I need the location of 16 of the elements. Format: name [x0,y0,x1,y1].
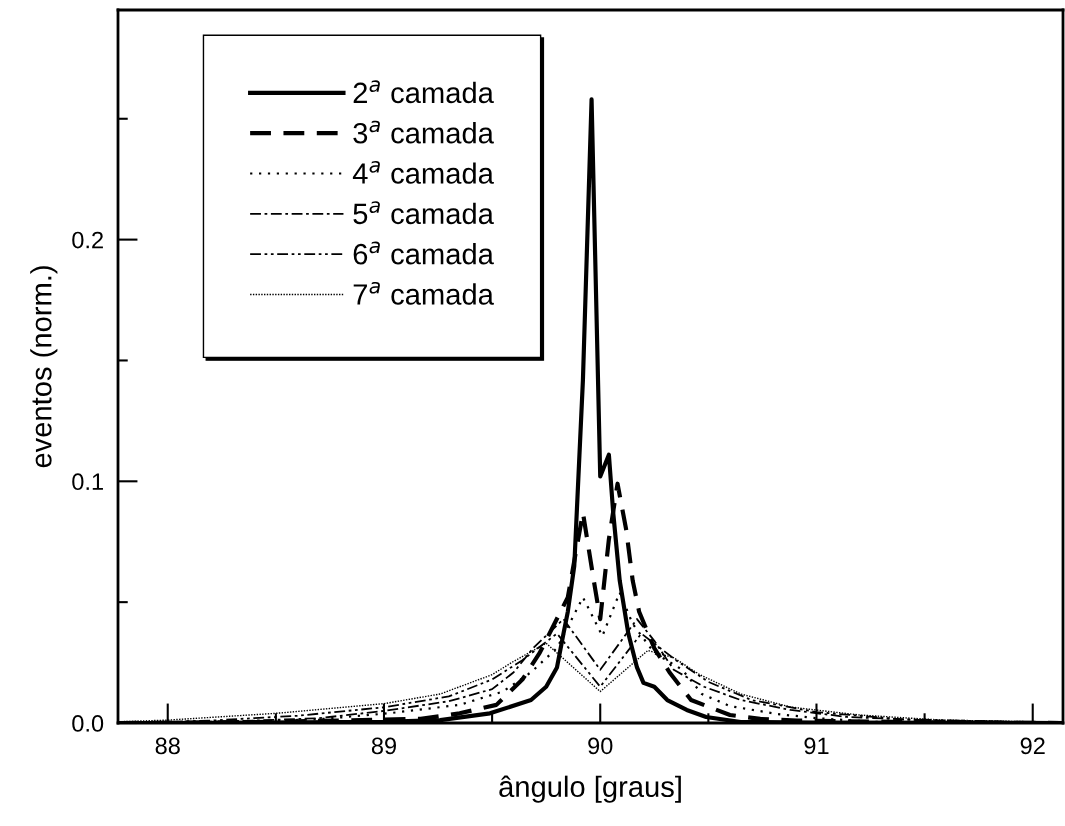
x-tick-label: 92 [1020,737,1045,755]
legend-label: 5$^{a}$ camada [353,201,494,225]
legend-label: 2$^{a}$ camada [353,80,494,104]
x-tick-label: 89 [371,737,396,755]
y-axis-title: eventos (norm.) [30,266,58,468]
y-tick-label: 0.2 [72,231,103,249]
legend-label: 6$^{a}$ camada [353,241,494,265]
y-tick-label: 0.0 [72,715,104,732]
x-tick-label: 90 [588,737,613,755]
x-tick-label: 88 [155,737,180,755]
x-tick-label: 91 [804,737,829,755]
legend-label: 3$^{a}$ camada [353,120,494,144]
x-axis-title: ângulo [graus] [499,775,681,803]
y-tick-label: 0.1 [72,473,103,491]
legend-label: 4$^{a}$ camada [352,160,494,184]
legend-label: 7$^{a}$ camada [353,281,494,305]
